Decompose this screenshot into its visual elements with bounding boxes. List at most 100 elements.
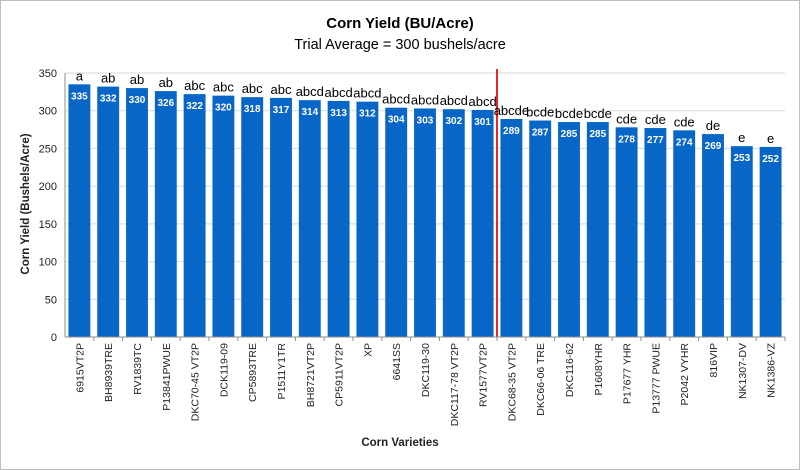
bar [673, 130, 696, 337]
category-label: P1608YHR [593, 343, 605, 396]
category-label: P13777 PWUE [650, 343, 662, 414]
data-label: 287 [532, 128, 549, 139]
data-label: 320 [215, 103, 232, 114]
data-label: 253 [733, 153, 750, 164]
category-label: DKC116-62 [564, 343, 576, 397]
category-label: 6915VT2P [74, 343, 86, 393]
category-label: BH8721VT2P [305, 343, 317, 407]
significance-letter: cde [616, 111, 637, 126]
category-label: CP5893TRE [247, 343, 259, 402]
data-label: 312 [359, 109, 376, 120]
significance-letter: abcd [440, 93, 468, 108]
data-label: 322 [186, 101, 203, 112]
y-tick-label: 100 [39, 257, 57, 269]
category-label: DKC68-35 VT2P [506, 343, 518, 421]
category-label: DKC117-78 VT2P [449, 343, 461, 426]
bar [154, 91, 177, 337]
bar [68, 84, 91, 337]
data-label: 252 [762, 154, 779, 165]
bar [471, 109, 494, 338]
data-label: 318 [244, 104, 261, 115]
significance-letter: bcde [584, 106, 612, 121]
data-label: 313 [330, 108, 347, 119]
labels: 335 a 6915VT2P 332 ab BH8939TRE 330 ab RV1839TC 3… [71, 68, 779, 426]
data-label: 304 [388, 115, 405, 126]
significance-letter: ab [101, 71, 115, 86]
bar [586, 122, 609, 338]
category-label: 816VIP [708, 343, 720, 377]
data-label: 335 [71, 91, 88, 102]
bar [241, 97, 264, 337]
significance-letter: abcd [353, 86, 381, 101]
significance-letter: cde [645, 112, 666, 127]
bar [97, 86, 120, 337]
significance-letter: abcd [324, 85, 352, 100]
bar [183, 94, 206, 338]
bar [385, 107, 408, 337]
category-label: 6641SS [391, 343, 403, 380]
bar [529, 120, 552, 338]
data-label: 332 [100, 94, 117, 105]
significance-letter: abcd [411, 92, 439, 107]
bar [702, 134, 724, 337]
data-label: 269 [705, 141, 722, 152]
category-label: NK1307-DV [737, 343, 749, 399]
category-label: P17677 YHR [622, 343, 634, 405]
significance-letter: de [706, 118, 720, 133]
bar [126, 88, 148, 337]
category-label: XP [362, 343, 374, 357]
significance-letter: ab [130, 72, 144, 87]
bar [730, 146, 753, 337]
significance-letter: ab [159, 75, 173, 90]
data-label: 289 [503, 126, 520, 137]
bar [442, 109, 465, 337]
y-tick-label: 300 [39, 106, 57, 118]
chart-subtitle: Trial Average = 300 bushels/acre [294, 37, 506, 53]
significance-letter: abc [271, 82, 292, 97]
significance-letter: a [76, 68, 84, 83]
data-label: 302 [445, 116, 462, 127]
bar [500, 119, 523, 337]
y-tick-label: 250 [39, 143, 57, 155]
data-label: 278 [618, 134, 635, 145]
significance-letter: abcde [494, 103, 529, 118]
significance-letter: e [767, 131, 774, 146]
significance-letter: abc [184, 78, 205, 93]
data-label: 274 [676, 137, 693, 148]
y-tick-label: 150 [39, 219, 57, 231]
bar [759, 146, 782, 337]
significance-letter: abc [213, 80, 234, 95]
significance-letter: e [738, 130, 745, 145]
data-label: 285 [561, 129, 578, 140]
bar [270, 97, 292, 338]
category-label: DCK119-09 [218, 343, 230, 397]
data-label: 314 [301, 107, 318, 118]
significance-letter: bcde [555, 106, 583, 121]
y-axis-title: Corn Yield (Bushels/Acre) [20, 133, 32, 274]
bar [644, 128, 667, 337]
category-label: P2042 VYHR [679, 343, 691, 406]
significance-letter: abcd [296, 84, 324, 99]
bar [327, 100, 350, 337]
category-label: RV1839TC [132, 343, 144, 395]
data-label: 285 [589, 129, 606, 140]
category-label: DKC66-06 TRE [535, 343, 547, 416]
significance-letter: abcd [468, 94, 496, 109]
significance-letter: bcde [526, 105, 554, 120]
y-tick-label: 0 [51, 332, 57, 344]
bar [615, 127, 638, 338]
axes: 0 50 100 150 200 250 300 350 [39, 68, 786, 344]
significance-letter: cde [674, 114, 695, 129]
category-label: P13841PWUE [161, 343, 173, 411]
y-tick-label: 350 [39, 68, 57, 80]
y-tick-label: 200 [39, 181, 57, 193]
data-label: 317 [273, 105, 290, 116]
bars [68, 69, 782, 338]
category-label: DKC119-30 [420, 343, 432, 397]
category-label: DKC70-45 VT2P [190, 343, 202, 421]
category-label: CP5911VT2P [334, 343, 346, 406]
data-label: 277 [647, 135, 664, 146]
y-tick-label: 50 [45, 294, 57, 306]
data-label: 326 [157, 98, 174, 109]
